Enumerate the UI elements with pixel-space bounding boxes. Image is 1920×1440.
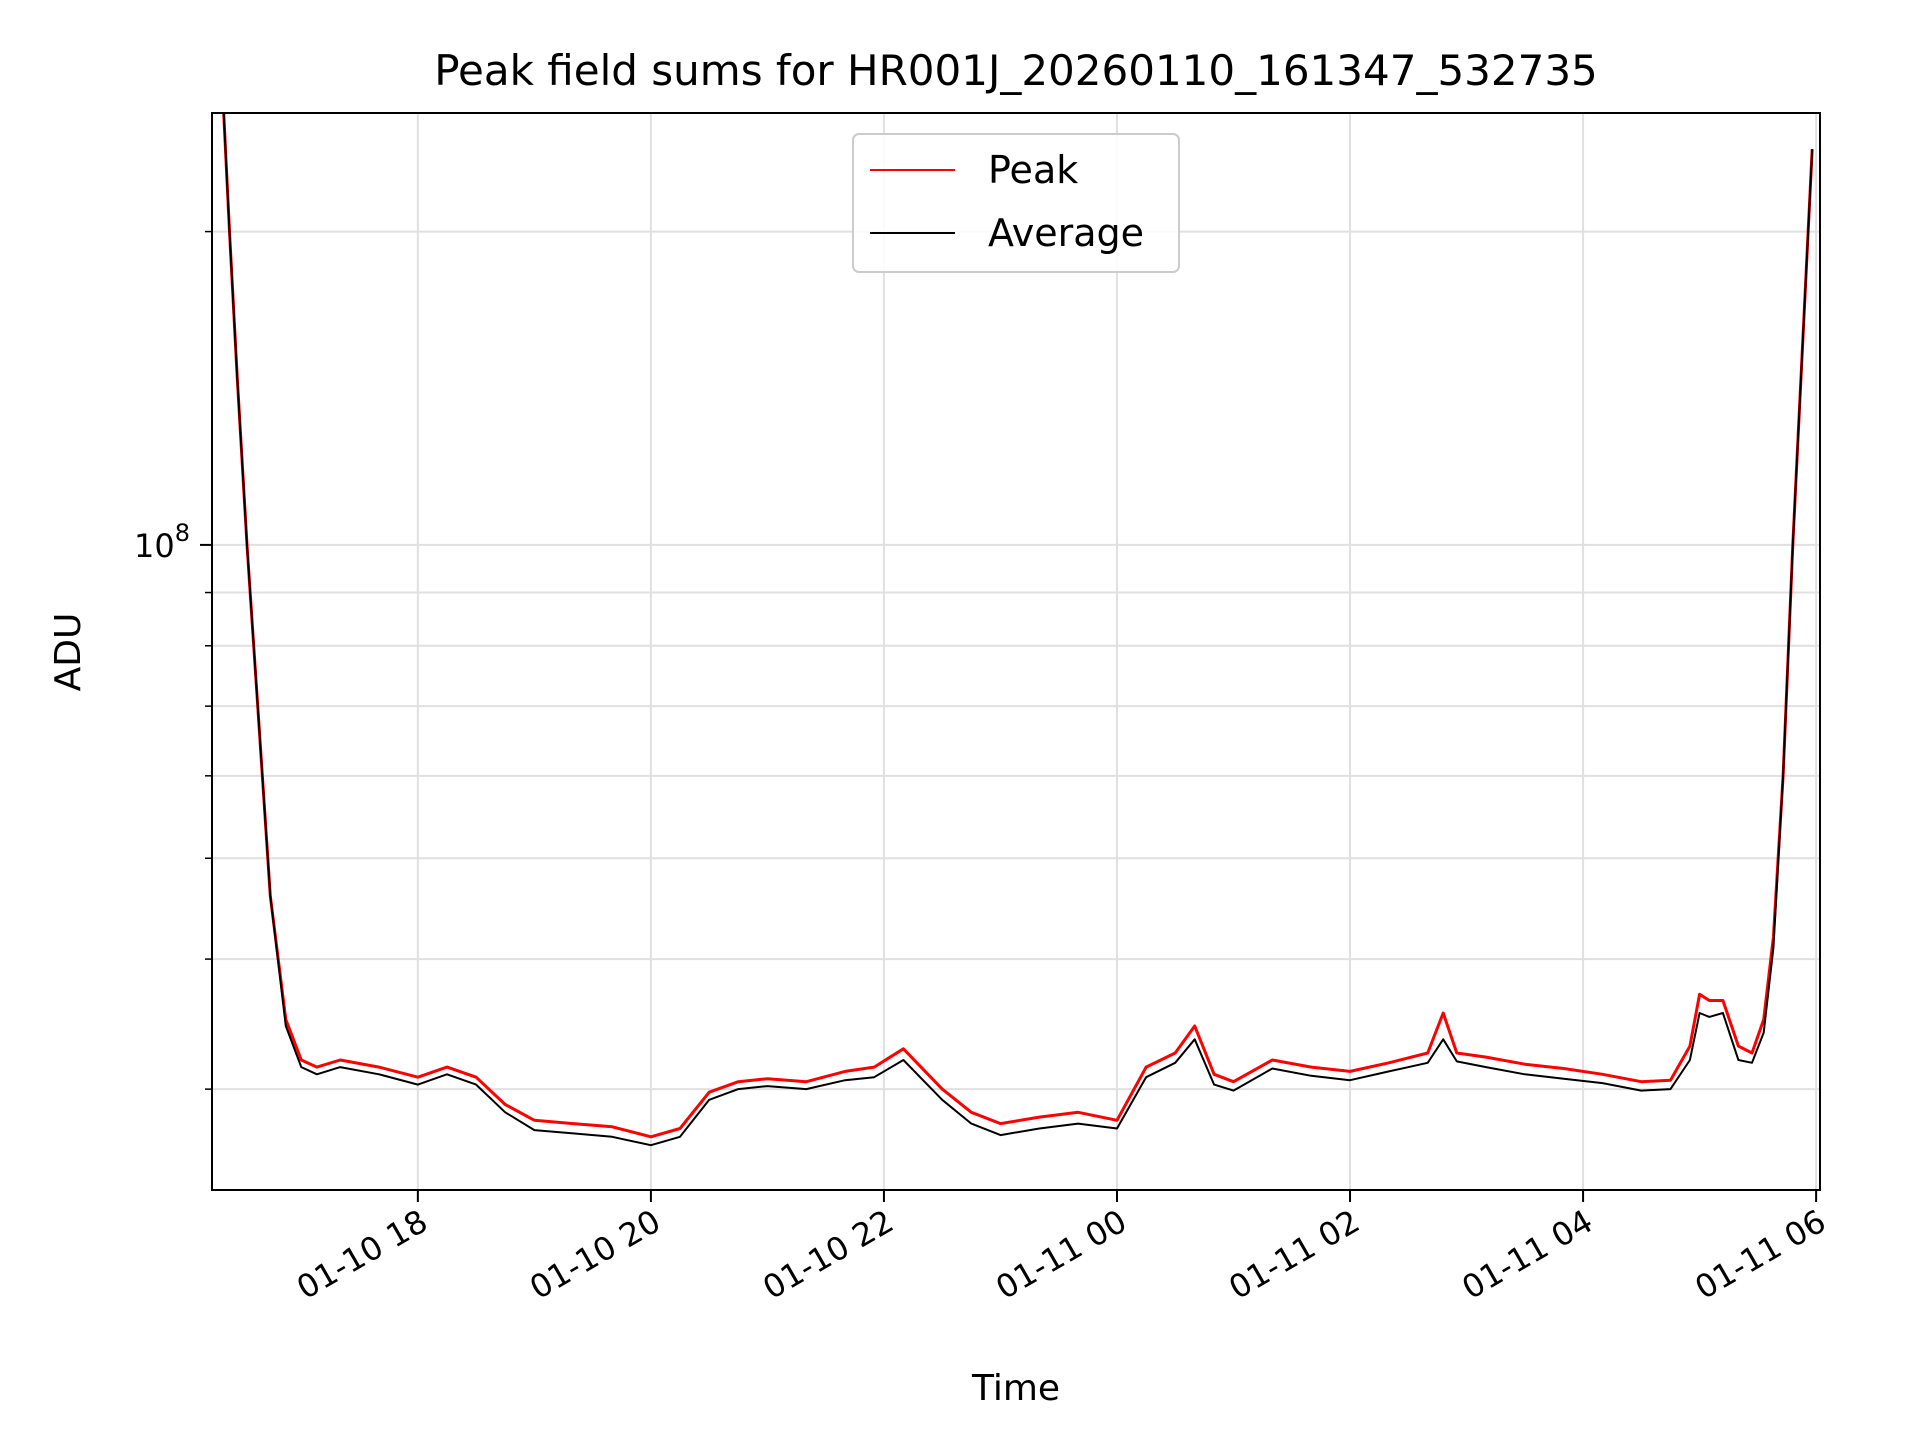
y-tick-label-exponent: 8 [175,519,190,547]
y-tick-label-base: 10 [134,527,175,565]
y-axis-label: ADU [48,613,89,692]
x-axis-label: Time [971,1368,1060,1409]
y-tick-label: 108 [134,519,190,565]
legend-label-peak: Peak [988,148,1078,192]
series-line-peak [222,112,1814,1139]
series-line-average [222,112,1814,1147]
series-layer [222,112,1814,1147]
legend-label-average: Average [988,211,1144,255]
legend-box [852,133,1180,273]
y-axis: 108 [134,230,212,1090]
chart-title: Peak field sums for HR001J_20260110_1613… [434,46,1598,95]
legend: Peak Average [852,133,1180,273]
plot-frame [211,112,1821,1191]
